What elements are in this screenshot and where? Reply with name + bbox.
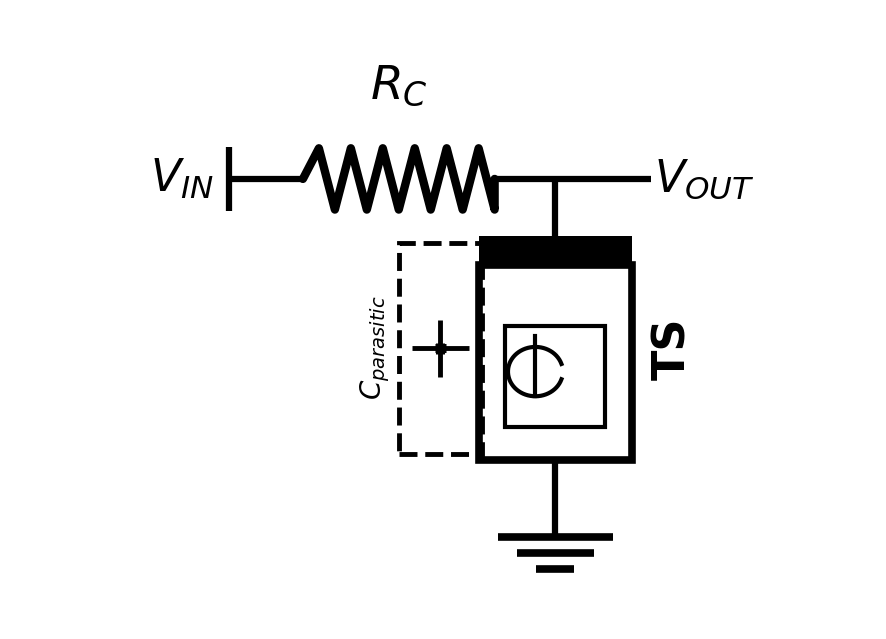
Text: TS: TS [650,317,694,380]
Bar [478,236,632,265]
Bar [478,265,632,460]
Text: $V_{OUT}$: $V_{OUT}$ [654,157,754,201]
Text: $R_C$: $R_C$ [369,64,427,109]
Text: $C_{parasitic}$: $C_{parasitic}$ [358,296,392,401]
Bar [505,326,604,427]
Text: $V_{IN}$: $V_{IN}$ [150,157,214,201]
Bar [399,243,481,454]
